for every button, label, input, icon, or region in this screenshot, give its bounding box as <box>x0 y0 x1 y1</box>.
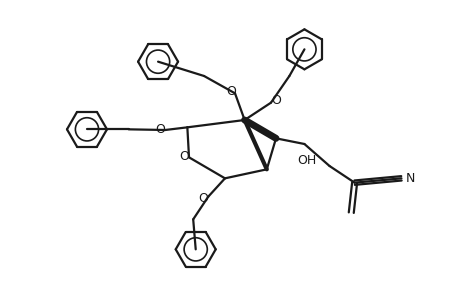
Text: O: O <box>270 94 280 107</box>
Text: N: N <box>404 172 414 185</box>
Text: O: O <box>179 150 189 163</box>
Text: O: O <box>155 122 165 136</box>
Text: O: O <box>198 192 208 205</box>
Text: O: O <box>225 85 235 98</box>
Text: OH: OH <box>296 154 315 167</box>
